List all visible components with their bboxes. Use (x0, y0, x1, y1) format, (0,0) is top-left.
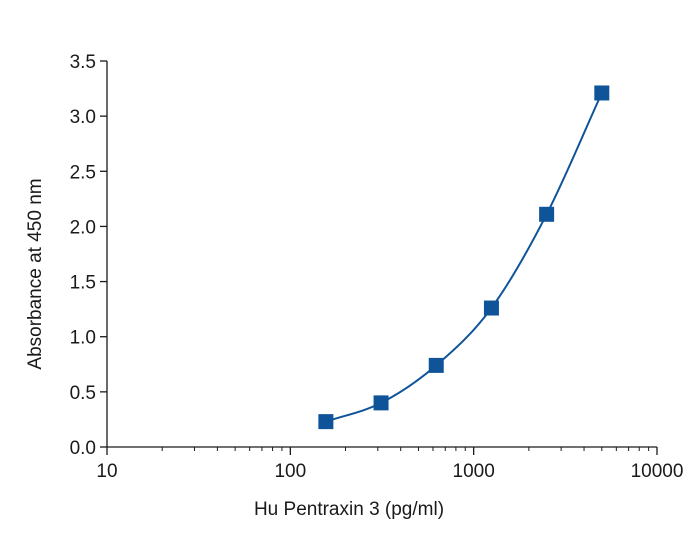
data-point-marker (428, 357, 444, 373)
axes (106, 61, 657, 448)
y-tick-label: 2.5 (70, 162, 96, 183)
y-tick-label: 3.0 (70, 107, 96, 128)
y-tick-label: 0.0 (70, 438, 96, 459)
ticks: 0.0 0.5 1.0 1.5 2.0 2.5 3.0 3.5 10 100 1000 10000 (70, 52, 684, 482)
y-tick-label: 0.5 (70, 383, 96, 404)
y-tick-label: 1.0 (70, 328, 96, 349)
x-axis-title: Hu Pentraxin 3 (pg/ml) (254, 499, 444, 520)
y-axis-title: Absorbance at 450 nm (25, 178, 46, 369)
fit-curve-layer (325, 92, 603, 423)
x-tick-label: 1000 (453, 461, 495, 482)
data-points (318, 85, 610, 430)
y-tick-label: 1.5 (70, 273, 96, 294)
x-tick-label: 10 (96, 461, 117, 482)
fit-curve (325, 92, 603, 423)
y-tick-label: 2.0 (70, 217, 96, 238)
y-tick-label: 3.5 (70, 52, 96, 73)
x-tick-label: 10000 (631, 461, 684, 482)
data-point-marker (594, 85, 610, 101)
data-point-marker (318, 414, 334, 430)
data-point-marker (373, 395, 389, 411)
data-point-marker (483, 300, 499, 316)
data-point-marker (539, 206, 555, 222)
x-tick-label: 100 (274, 461, 306, 482)
